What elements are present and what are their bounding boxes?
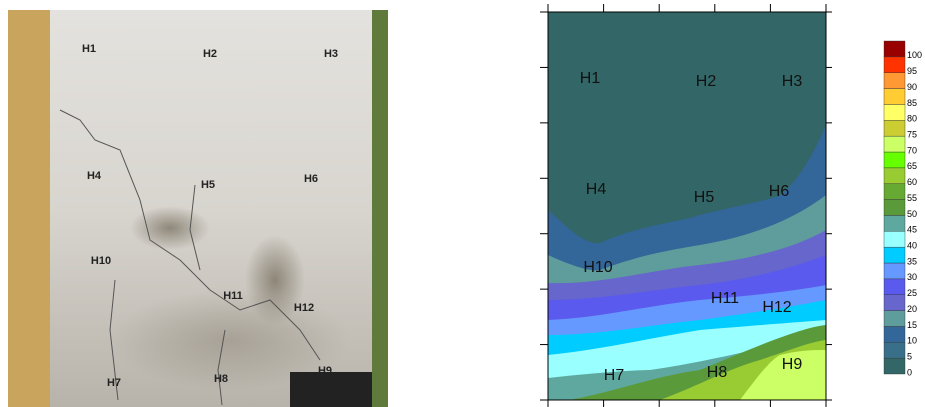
contour-label: H3	[782, 73, 803, 90]
contour-label: H4	[586, 181, 607, 198]
photo-label: H3	[324, 48, 338, 60]
colorbar-swatch	[884, 295, 905, 311]
photo-label: H9	[318, 365, 332, 377]
photo	[8, 10, 388, 407]
contour-label: H9	[782, 356, 803, 373]
photo-label: H8	[214, 373, 228, 385]
photo-label: H1	[82, 43, 96, 55]
contour-label: H6	[769, 183, 790, 200]
colorbar-swatch	[884, 152, 905, 168]
colorbar-label: 20	[907, 304, 917, 314]
colorbar-label: 25	[907, 288, 917, 298]
colorbar-label: 90	[907, 82, 917, 92]
photo-label: H11	[223, 290, 243, 302]
colorbar-label: 55	[907, 193, 917, 203]
contour-label: H11	[711, 290, 739, 307]
colorbar-label: 80	[907, 114, 917, 124]
colorbar-label: 35	[907, 256, 917, 266]
colorbar-label: 100	[907, 50, 922, 60]
colorbar-swatch	[884, 215, 905, 231]
colorbar-swatch	[884, 200, 905, 216]
colorbar-swatch	[884, 120, 905, 136]
contour-plot	[540, 4, 832, 407]
figure: 0 5 10 15 20 25 30 35 40 45 50 55 60 65 70 75 80 85 90 95 10…	[0, 0, 925, 407]
colorbar-swatch	[884, 89, 905, 105]
colorbar-swatch	[884, 279, 905, 295]
contour-label: H8	[707, 364, 728, 381]
photo-label: H7	[107, 377, 121, 389]
colorbar-swatch	[884, 311, 905, 327]
contour-label: H5	[694, 189, 715, 206]
contour-label: H12	[762, 299, 791, 316]
colorbar-swatch	[884, 326, 905, 342]
colorbar-label: 65	[907, 161, 917, 171]
colorbar-label: 0	[907, 367, 912, 377]
contour-label: H7	[604, 367, 625, 384]
colorbar-label: 30	[907, 272, 917, 282]
colorbar: 0 5 10 15 20 25 30 35 40 45 50 55 60 65 70 75 80 85 90 95 10…	[884, 41, 922, 377]
photo-label: H2	[203, 48, 217, 60]
contour-label: H1	[580, 70, 601, 87]
colorbar-swatch	[884, 57, 905, 73]
colorbar-label: 5	[907, 352, 912, 362]
contour-label: H2	[696, 73, 717, 90]
colorbar-swatch	[884, 231, 905, 247]
photo-label: H6	[304, 173, 318, 185]
colorbar-label: 60	[907, 177, 917, 187]
photo-label: H5	[201, 179, 215, 191]
colorbar-label: 45	[907, 225, 917, 235]
colorbar-label: 50	[907, 209, 917, 219]
colorbar-swatch	[884, 41, 905, 57]
colorbar-swatch	[884, 184, 905, 200]
colorbar-swatch	[884, 358, 905, 374]
contour-label: H10	[583, 259, 612, 276]
colorbar-label: 95	[907, 66, 917, 76]
colorbar-label: 40	[907, 241, 917, 251]
colorbar-label: 15	[907, 320, 917, 330]
colorbar-swatch	[884, 263, 905, 279]
photo-label: H4	[87, 170, 102, 182]
colorbar-label: 75	[907, 130, 917, 140]
colorbar-swatch	[884, 73, 905, 89]
colorbar-label: 10	[907, 336, 917, 346]
colorbar-swatch	[884, 342, 905, 358]
colorbar-swatch	[884, 136, 905, 152]
colorbar-swatch	[884, 168, 905, 184]
photo-label: H12	[294, 302, 314, 314]
colorbar-swatch	[884, 247, 905, 263]
photo-label: H10	[91, 255, 111, 267]
colorbar-label: 85	[907, 98, 917, 108]
colorbar-label: 70	[907, 145, 917, 155]
colorbar-swatch	[884, 104, 905, 120]
